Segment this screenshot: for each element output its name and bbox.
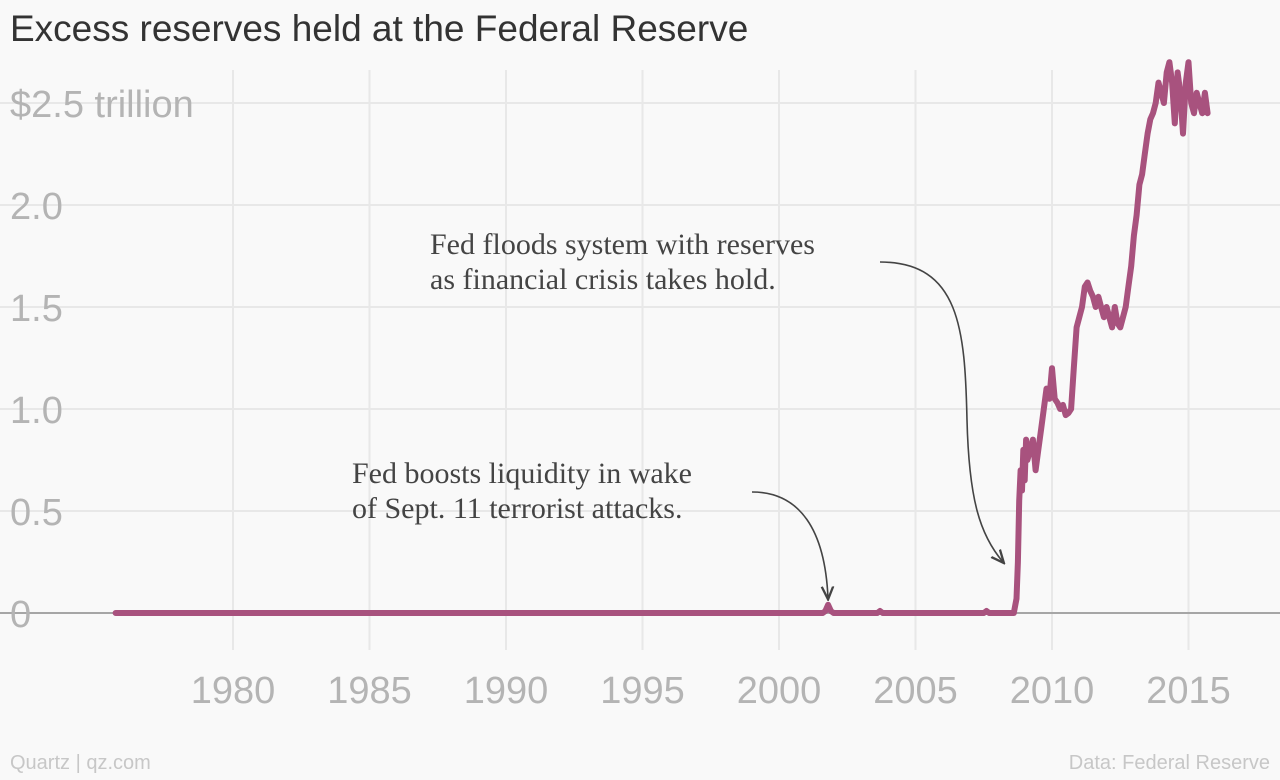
x-tick-label-1995: 1995	[600, 670, 685, 712]
annotation-1-line-0: Fed boosts liquidity in wake	[352, 457, 692, 490]
y-gridlines	[0, 102, 1280, 512]
chart-title: Excess reserves held at the Federal Rese…	[10, 8, 749, 49]
series-line-0	[112, 59, 1211, 616]
x-tick-label-1980: 1980	[191, 670, 276, 712]
y-tick-label-1.5: 1.5	[10, 288, 63, 330]
series-lines	[112, 59, 1211, 616]
y-tick-label-0: 0	[10, 594, 31, 636]
y-tick-label-1: 1.0	[10, 390, 63, 432]
y-tick-label-0.5: 0.5	[10, 492, 63, 534]
y-axis-tick-labels: 0 0.5 1.0 1.5 2.0 $2.5 trillion	[10, 84, 194, 636]
footer-source-right: Data: Federal Reserve	[1068, 752, 1270, 774]
y-tick-label-2.5: $2.5 trillion	[10, 84, 194, 126]
annotation-0-line-1: as financial crisis takes hold.	[430, 263, 776, 296]
annotation-0-arrow	[879, 261, 1003, 562]
x-gridlines	[232, 70, 1190, 650]
footer-source-left: Quartz | qz.com	[10, 752, 151, 774]
annotation-1-line-1: of Sept. 11 terrorist attacks.	[352, 492, 682, 525]
x-tick-label-2000: 2000	[737, 670, 822, 712]
x-tick-label-1990: 1990	[464, 670, 549, 712]
annotation-1-arrow	[751, 491, 828, 598]
x-tick-label-2015: 2015	[1146, 670, 1231, 712]
y-tick-label-2: 2.0	[10, 186, 63, 228]
x-axis-tick-labels: 1980 1985 1990 1995 2000 2005 2010 2015	[191, 670, 1231, 712]
x-tick-label-2005: 2005	[873, 670, 958, 712]
x-tick-label-1985: 1985	[327, 670, 412, 712]
annotation-0-line-0: Fed floods system with reserves	[430, 228, 815, 261]
x-tick-label-2010: 2010	[1010, 670, 1095, 712]
